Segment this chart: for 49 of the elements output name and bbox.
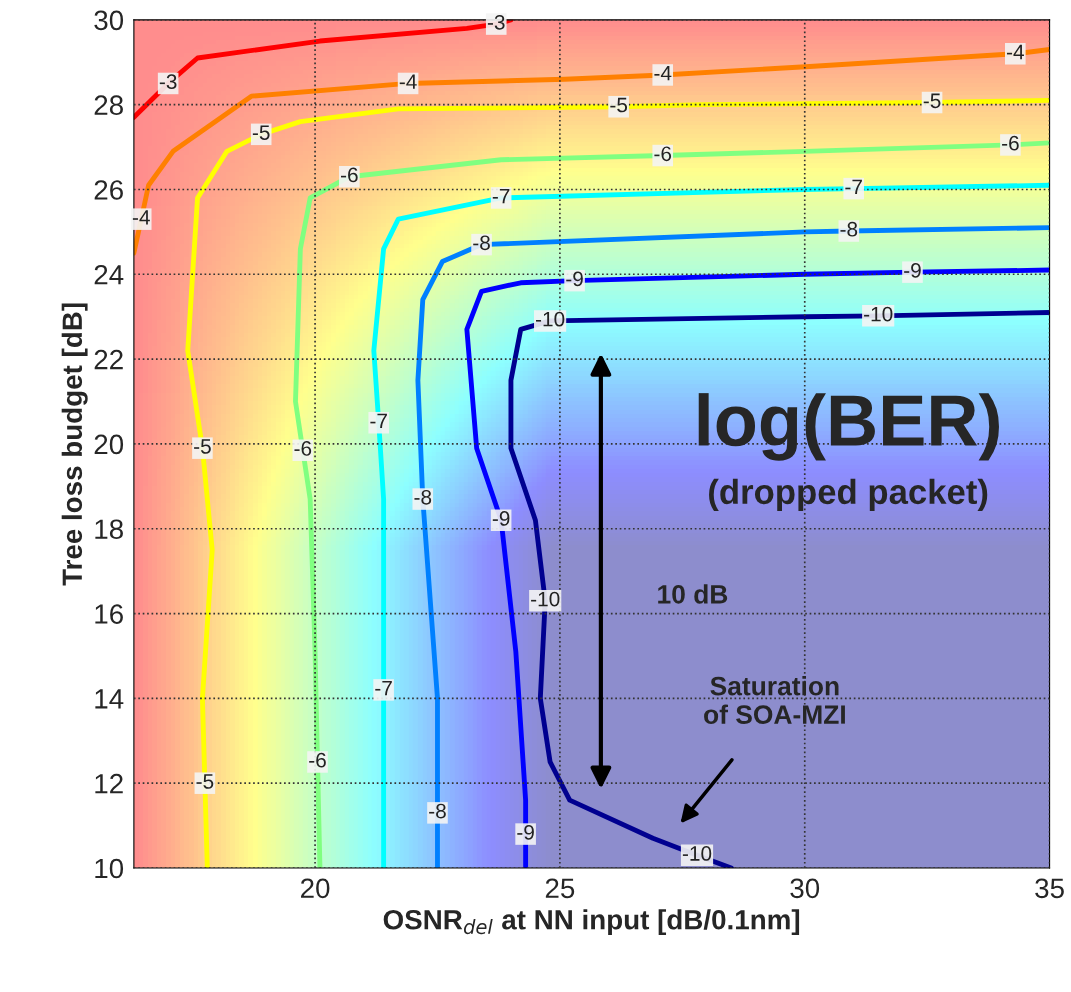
annotation: -5 [194, 439, 211, 454]
annotation: -4 [654, 66, 672, 81]
x-axis-title: OSNR$_{del}$ at NN input [dB/0.1nm] [383, 909, 800, 936]
x-tick-label: 25 [545, 878, 575, 899]
annotation: -5 [252, 125, 270, 140]
annotation: -3 [487, 14, 505, 30]
annotation: -8 [429, 803, 446, 819]
annotation: -6 [1002, 135, 1019, 151]
annotation: -7 [370, 413, 387, 429]
annotation: -3 [159, 74, 177, 90]
y-tick-label: 12 [95, 773, 123, 794]
annotation: -4 [399, 74, 417, 89]
y-tick-label: 26 [94, 180, 123, 200]
y-tick-label: 14 [95, 689, 124, 709]
y-tick-label: 20 [94, 434, 124, 455]
annotation: 10 dB [658, 584, 728, 604]
y-tick-label: 30 [94, 10, 124, 31]
y-axis-title: Tree loss budget [dB] [61, 303, 88, 586]
annotation: -9 [517, 824, 534, 840]
annotation: -8 [840, 221, 858, 237]
x-tick-label: 20 [301, 878, 330, 899]
x-tick-label: 30 [790, 878, 820, 899]
annotation: -8 [414, 489, 432, 505]
x-tick-label: 35 [1035, 878, 1064, 899]
y-tick-label: 28 [94, 95, 123, 115]
annotation: -5 [610, 97, 628, 113]
annotation: -5 [196, 774, 214, 789]
annotation: -5 [923, 93, 941, 109]
annotation: -4 [1006, 44, 1024, 60]
annotation: -7 [375, 680, 392, 696]
annotation: -6 [341, 167, 358, 183]
annotation: log(BER) [698, 393, 999, 461]
annotation: -9 [904, 263, 921, 278]
y-tick-label: 18 [95, 519, 123, 540]
y-tick-label: 24 [94, 264, 124, 285]
annotation: -7 [492, 189, 510, 204]
y-tick-label: 10 [95, 858, 124, 879]
y-tick-label: 22 [94, 349, 123, 370]
y-tick-label: 16 [95, 604, 123, 624]
annotation: Saturation of SOA-MZI [704, 676, 845, 724]
annotation: -9 [566, 271, 583, 287]
annotation: -4 [132, 210, 150, 225]
annotation: -6 [294, 441, 312, 456]
annotation: -7 [845, 179, 862, 195]
annotation: -9 [492, 511, 510, 526]
annotation: -6 [309, 752, 326, 768]
annotation: -8 [473, 235, 490, 251]
annotation: (dropped packet) [709, 478, 988, 511]
annotation: -6 [654, 146, 672, 162]
